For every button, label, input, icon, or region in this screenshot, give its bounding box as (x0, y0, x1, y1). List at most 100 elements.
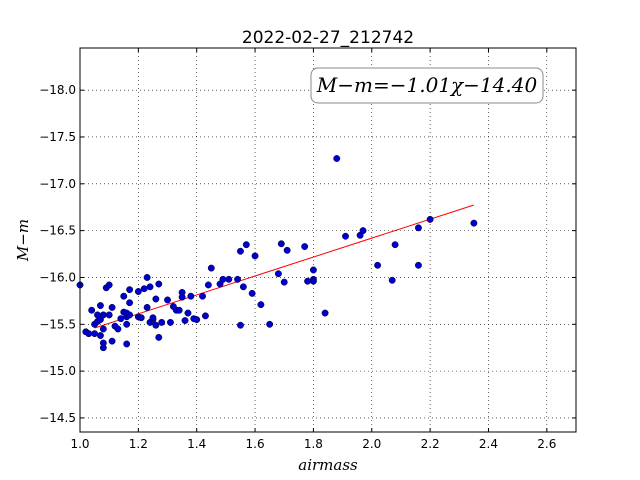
data-point (149, 314, 157, 322)
data-point (301, 243, 309, 251)
data-point (304, 277, 312, 285)
data-point (283, 246, 291, 254)
data-point (140, 285, 148, 293)
annotation-box (310, 67, 544, 104)
data-point (219, 275, 227, 283)
data-point (414, 261, 422, 269)
chart-title: 2022-02-27_212742 (242, 28, 414, 48)
x-tick-label: 2.0 (362, 437, 381, 451)
data-point (120, 292, 128, 300)
data-point (342, 232, 349, 240)
x-axis-label: airmass (298, 456, 358, 474)
data-point (155, 333, 163, 341)
data-point (143, 303, 151, 311)
y-tick-label: −16.5 (39, 224, 76, 238)
data-point (388, 276, 396, 284)
data-point (152, 295, 160, 303)
y-tick-label: −14.5 (39, 411, 76, 425)
data-point (137, 314, 145, 322)
y-tick-label: −15.0 (39, 364, 76, 378)
fit-line (94, 204, 475, 329)
data-point (257, 301, 265, 309)
data-point (391, 241, 399, 249)
data-point (155, 280, 163, 288)
y-tick-label: −16.0 (39, 270, 76, 284)
x-tick-label: 1.2 (129, 437, 148, 451)
data-point (470, 219, 478, 227)
fit-annotation: M−m=−1.01χ−14.40 (310, 67, 544, 104)
data-point (199, 292, 206, 300)
data-point (114, 325, 122, 333)
data-point (187, 292, 195, 300)
data-point (202, 312, 209, 320)
x-tick-label: 2.6 (537, 437, 556, 451)
data-point (126, 311, 134, 319)
data-point (234, 275, 242, 283)
data-point (181, 317, 189, 324)
data-point (143, 274, 151, 281)
x-tick-label: 1.6 (246, 437, 265, 451)
data-point (123, 340, 131, 348)
data-point (108, 337, 116, 345)
x-tick-label: 2.4 (479, 437, 498, 451)
data-point (126, 286, 134, 294)
data-point (266, 320, 274, 328)
data-point (277, 240, 285, 248)
x-tick-label: 1.4 (187, 437, 206, 451)
data-point (359, 227, 367, 235)
data-point (248, 289, 256, 297)
data-point (152, 321, 160, 329)
data-point (239, 283, 247, 291)
x-tick-label: 1.0 (70, 437, 89, 451)
data-point (193, 316, 201, 324)
data-point (85, 330, 93, 338)
data-point (166, 318, 174, 326)
data-point (251, 252, 259, 260)
y-axis-label: M−m (14, 219, 32, 262)
data-point (99, 339, 107, 347)
data-point (280, 278, 288, 286)
data-points (76, 155, 478, 352)
y-tick-label: −17.5 (39, 130, 76, 144)
x-tick-label: 1.8 (304, 437, 323, 451)
data-point (333, 155, 341, 162)
y-tick-label: −17.0 (39, 177, 76, 191)
data-point (126, 299, 134, 307)
data-point (99, 311, 107, 319)
data-point (204, 281, 212, 289)
data-point (99, 325, 107, 333)
plot-frame (79, 47, 577, 433)
data-point (414, 224, 422, 232)
data-point (105, 281, 113, 289)
data-point (237, 247, 244, 255)
data-point (242, 241, 250, 249)
data-point (274, 270, 282, 278)
x-tick-labels: 1.0 1.2 1.4 1.6 1.8 2.0 2.2 2.4 2.6 (70, 437, 556, 451)
data-point (117, 315, 125, 323)
data-point (237, 321, 244, 329)
data-point (426, 215, 434, 223)
grid (79, 48, 576, 432)
data-point (309, 277, 317, 285)
data-point (374, 261, 382, 269)
data-point (184, 309, 192, 317)
data-point (178, 293, 186, 301)
data-point (96, 302, 104, 310)
y-tick-label: −15.5 (39, 317, 76, 331)
annotation-text: M−m=−1.01χ−14.40 (316, 73, 538, 97)
data-point (225, 275, 233, 283)
data-point (108, 303, 116, 311)
data-point (105, 311, 113, 319)
data-point (134, 288, 142, 295)
data-point (309, 266, 317, 274)
data-point (91, 330, 99, 338)
data-point (96, 332, 104, 339)
data-point (123, 320, 131, 328)
data-point (175, 306, 183, 314)
data-point (88, 306, 96, 314)
y-tick-labels: −14.5 −15.0 −15.5 −16.0 −16.5 −17.0 −17.5 −18.0 (39, 83, 76, 425)
data-point (158, 318, 166, 326)
x-tick-label: 2.2 (421, 437, 440, 451)
data-point (321, 309, 329, 317)
